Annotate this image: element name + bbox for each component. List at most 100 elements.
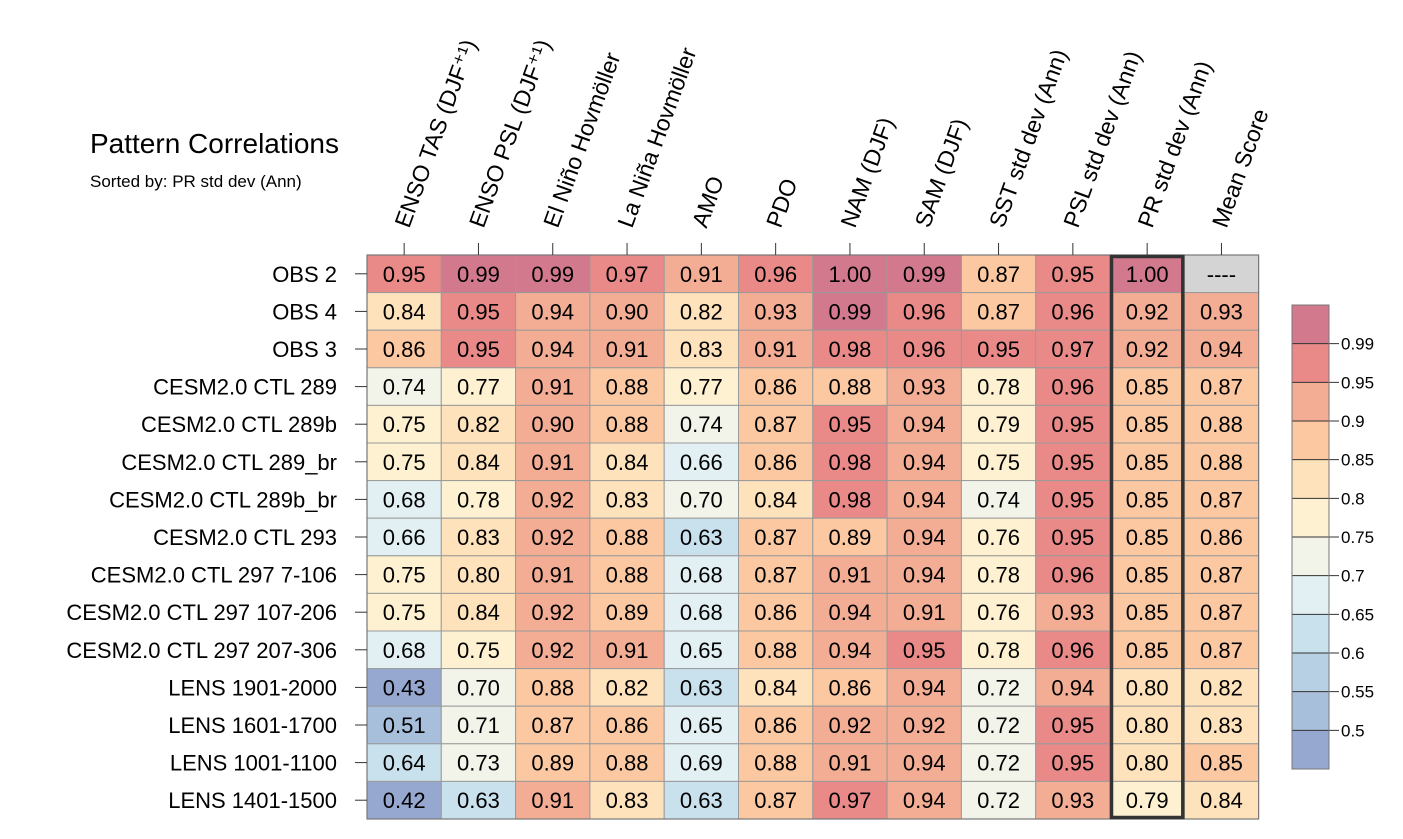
heatmap-cell (960, 367, 1037, 406)
heatmap-cell (515, 517, 591, 557)
cell-value-label: 0.85 (1126, 487, 1169, 512)
cell-value-label: 0.84 (457, 450, 500, 475)
heatmap-cell (1183, 517, 1260, 557)
cell-value-label: 0.86 (829, 675, 872, 700)
heatmap-cell (589, 442, 665, 482)
cell-value-label: 0.72 (977, 751, 1020, 776)
heatmap-cell (440, 705, 517, 745)
heatmap-cell (1035, 592, 1111, 632)
cell-value-label: 0.92 (903, 713, 946, 738)
cell-value-label: 0.80 (1126, 713, 1169, 738)
cell-value-label: 0.95 (903, 638, 946, 663)
heatmap-cell (738, 668, 814, 707)
heatmap-cell (515, 329, 591, 369)
cell-value-label: 1.00 (829, 262, 872, 287)
cell-value-label: 0.94 (903, 412, 946, 437)
column-label-pdo: PDO (761, 175, 802, 231)
cell-value-label: 0.97 (606, 262, 649, 287)
cell-value-label: 0.82 (1200, 675, 1243, 700)
cell-value-label: 0.68 (680, 600, 723, 625)
cell-value-label: 0.87 (531, 713, 574, 738)
cell-value-label: 0.84 (754, 675, 797, 700)
cell-value-label: 0.88 (1200, 412, 1243, 437)
cell-value-label: 0.77 (680, 375, 723, 400)
cell-value-label: 0.77 (457, 375, 500, 400)
cell-value-label: 0.94 (829, 638, 872, 663)
heatmap-cell (366, 367, 442, 406)
cell-value-label: 0.96 (1051, 563, 1094, 588)
colorbar-frame (1291, 304, 1330, 770)
cell-value-label: 0.85 (1126, 412, 1169, 437)
heatmap-cell (738, 555, 814, 594)
cell-value-label: 0.94 (903, 788, 946, 813)
cell-value-label: 0.87 (1200, 600, 1243, 625)
cell-value-label: 0.95 (1051, 713, 1094, 738)
heatmap-cell (589, 780, 665, 820)
cell-value-label: 0.78 (977, 563, 1020, 588)
heatmap-cell (440, 254, 517, 294)
cell-value-label: 0.80 (1126, 751, 1169, 776)
cell-value-label: 0.78 (457, 487, 500, 512)
cell-value-label: 0.87 (1200, 487, 1243, 512)
heatmap-cell (440, 555, 517, 594)
heatmap-cell (1035, 367, 1111, 406)
cell-value-label: 0.91 (754, 337, 797, 362)
cell-value-label: 0.84 (606, 450, 649, 475)
heatmap-cell (812, 517, 888, 557)
cell-value-label: 0.76 (977, 600, 1020, 625)
cell-value-label: 0.92 (1126, 337, 1169, 362)
cell-value-label: 0.92 (531, 487, 574, 512)
cell-value-label: 0.93 (1051, 788, 1094, 813)
heatmap-cell (1035, 780, 1111, 820)
cell-value-label: 0.95 (1051, 487, 1094, 512)
heatmap-cell (886, 780, 962, 820)
colorbar-tick-label: 0.6 (1341, 644, 1365, 663)
cell-value-label: 0.86 (754, 375, 797, 400)
cell-value-label: 0.70 (680, 487, 723, 512)
heatmap-cell (663, 329, 740, 369)
cell-value-label: 0.88 (829, 375, 872, 400)
cell-value-label: 0.82 (680, 299, 723, 324)
heatmap-cell (960, 555, 1037, 594)
cell-value-label: 0.75 (977, 450, 1020, 475)
cell-value-label: 0.85 (1200, 751, 1243, 776)
cell-value-label: 0.91 (903, 600, 946, 625)
cell-value-label: 0.72 (977, 675, 1020, 700)
cell-value-label: 0.68 (680, 563, 723, 588)
cell-value-label: 0.63 (680, 525, 723, 550)
cell-value-label: 0.95 (1051, 751, 1094, 776)
heatmap-cell (738, 705, 814, 745)
cell-value-label: 0.99 (903, 262, 946, 287)
column-label-el-ni-o-hovm-ller: El Niño Hovmöller (538, 49, 625, 231)
cell-value-label: 0.87 (1200, 563, 1243, 588)
cell-value-label: 0.87 (1200, 375, 1243, 400)
column-label-enso-tas-djf: ENSO TAS (DJF⁺¹) (389, 36, 481, 231)
heatmap-cell (960, 630, 1037, 670)
heatmap-cell (886, 555, 962, 594)
cell-value-label: 0.74 (383, 375, 426, 400)
row-label-cesm2-0-ctl-289b-br: CESM2.0 CTL 289b_br (109, 487, 337, 512)
cell-value-label: 0.90 (531, 412, 574, 437)
cell-value-label: 0.99 (829, 299, 872, 324)
cell-value-label: 0.72 (977, 788, 1020, 813)
cell-value-label: 0.88 (754, 638, 797, 663)
cell-value-label: 0.91 (680, 262, 723, 287)
heatmap-cell (366, 630, 442, 670)
cell-value-label: 0.92 (1126, 299, 1169, 324)
colorbar-segment (1292, 730, 1329, 769)
heatmap-cell (738, 404, 814, 444)
cell-value-label: 0.79 (1126, 788, 1169, 813)
cell-value-label: 0.63 (457, 788, 500, 813)
cell-value-label: 0.94 (1200, 337, 1243, 362)
cell-value-label: 0.68 (383, 487, 426, 512)
heatmap-cell (515, 404, 591, 444)
heatmap-cell (589, 480, 665, 519)
cell-value-label: 0.86 (754, 450, 797, 475)
heatmap-cell (1183, 630, 1260, 670)
cell-value-label: 0.92 (531, 525, 574, 550)
heatmap-cell (663, 592, 740, 632)
heatmap-cell (589, 367, 665, 406)
cell-value-label: 0.75 (383, 563, 426, 588)
cell-value-label: 0.90 (606, 299, 649, 324)
cell-value-label: 0.80 (457, 563, 500, 588)
